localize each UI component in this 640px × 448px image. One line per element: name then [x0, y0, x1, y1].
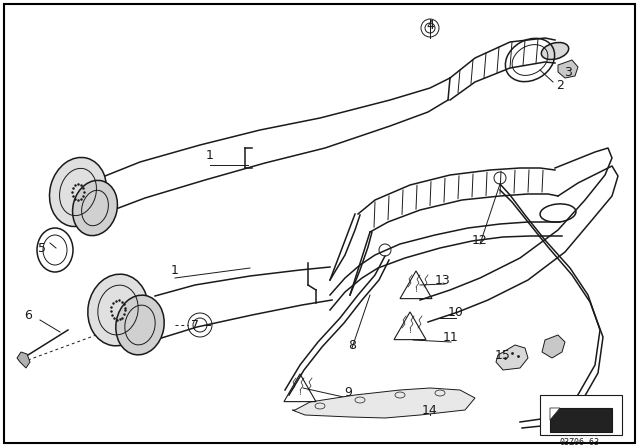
- Text: 13: 13: [435, 273, 451, 287]
- Text: 7: 7: [191, 319, 199, 332]
- Text: 3: 3: [564, 65, 572, 78]
- Text: 1: 1: [171, 263, 179, 276]
- Polygon shape: [550, 408, 560, 420]
- Text: !: !: [299, 390, 301, 396]
- Text: 12: 12: [472, 233, 488, 246]
- Text: 5: 5: [38, 241, 46, 254]
- Polygon shape: [550, 408, 612, 432]
- Text: !: !: [408, 328, 412, 334]
- Text: 2: 2: [556, 78, 564, 91]
- Text: 6: 6: [24, 309, 32, 322]
- Text: 8: 8: [348, 339, 356, 352]
- Text: 9: 9: [344, 385, 352, 399]
- Text: 15: 15: [495, 349, 511, 362]
- Text: 11: 11: [443, 331, 459, 344]
- Text: 03Z06-63: 03Z06-63: [560, 438, 600, 447]
- Polygon shape: [496, 345, 528, 370]
- FancyBboxPatch shape: [540, 395, 622, 435]
- Polygon shape: [542, 335, 565, 358]
- Text: 14: 14: [422, 404, 438, 417]
- Text: 4: 4: [426, 18, 434, 31]
- Text: !: !: [415, 287, 417, 293]
- Ellipse shape: [88, 274, 148, 346]
- Ellipse shape: [49, 157, 106, 227]
- Text: 10: 10: [448, 306, 464, 319]
- Polygon shape: [17, 352, 30, 368]
- Polygon shape: [558, 60, 578, 78]
- Ellipse shape: [72, 181, 118, 236]
- Ellipse shape: [541, 43, 569, 60]
- Polygon shape: [292, 388, 475, 418]
- Ellipse shape: [116, 295, 164, 355]
- Text: 1: 1: [206, 148, 214, 161]
